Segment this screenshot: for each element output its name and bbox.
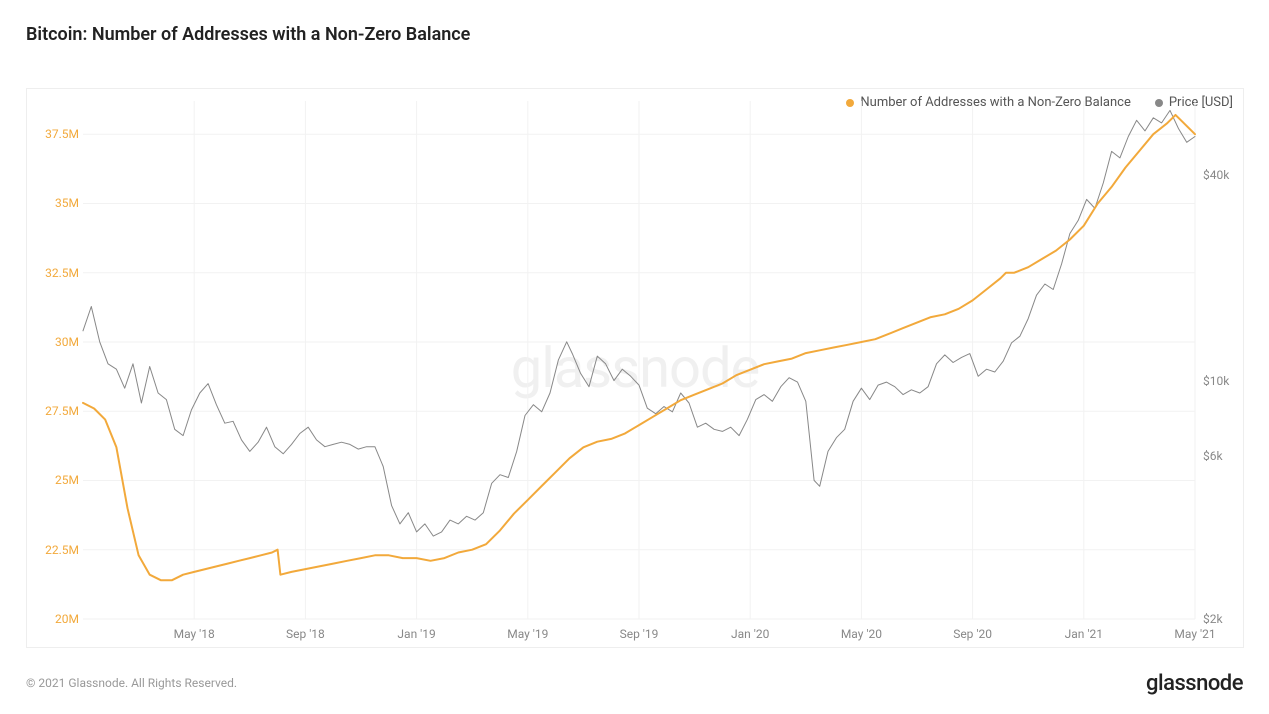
y-right-tick-label: $40k: [1203, 168, 1229, 182]
y-left-tick-label: 22.5M: [35, 543, 79, 557]
y-right-tick-label: $10k: [1203, 374, 1229, 388]
x-tick-label: Sep '19: [620, 627, 659, 641]
x-tick-label: Jan '19: [397, 627, 435, 641]
x-tick-label: Jan '20: [731, 627, 769, 641]
y-left-tick-label: 32.5M: [35, 266, 79, 280]
y-right-tick-label: $2k: [1203, 612, 1223, 626]
y-right-tick-label: $6k: [1203, 449, 1223, 463]
x-tick-label: May '21: [1174, 627, 1215, 641]
footer-brand: glassnode: [1146, 671, 1243, 696]
y-left-tick-label: 35M: [35, 196, 79, 210]
plot-area: [83, 101, 1195, 619]
y-left-tick-label: 25M: [35, 473, 79, 487]
line-svg: [83, 101, 1195, 619]
chart-container: Number of Addresses with a Non-Zero Bala…: [26, 88, 1244, 648]
footer-copyright: © 2021 Glassnode. All Rights Reserved.: [26, 676, 237, 690]
chart-title: Bitcoin: Number of Addresses with a Non-…: [26, 24, 470, 45]
x-tick-label: Sep '20: [953, 627, 992, 641]
y-left-tick-label: 30M: [35, 335, 79, 349]
x-tick-label: Sep '18: [286, 627, 325, 641]
y-left-tick-label: 20M: [35, 612, 79, 626]
x-tick-label: May '18: [174, 627, 215, 641]
x-tick-label: May '20: [841, 627, 882, 641]
x-tick-label: Jan '21: [1065, 627, 1103, 641]
y-left-tick-label: 37.5M: [35, 127, 79, 141]
y-left-tick-label: 27.5M: [35, 404, 79, 418]
x-tick-label: May '19: [507, 627, 548, 641]
